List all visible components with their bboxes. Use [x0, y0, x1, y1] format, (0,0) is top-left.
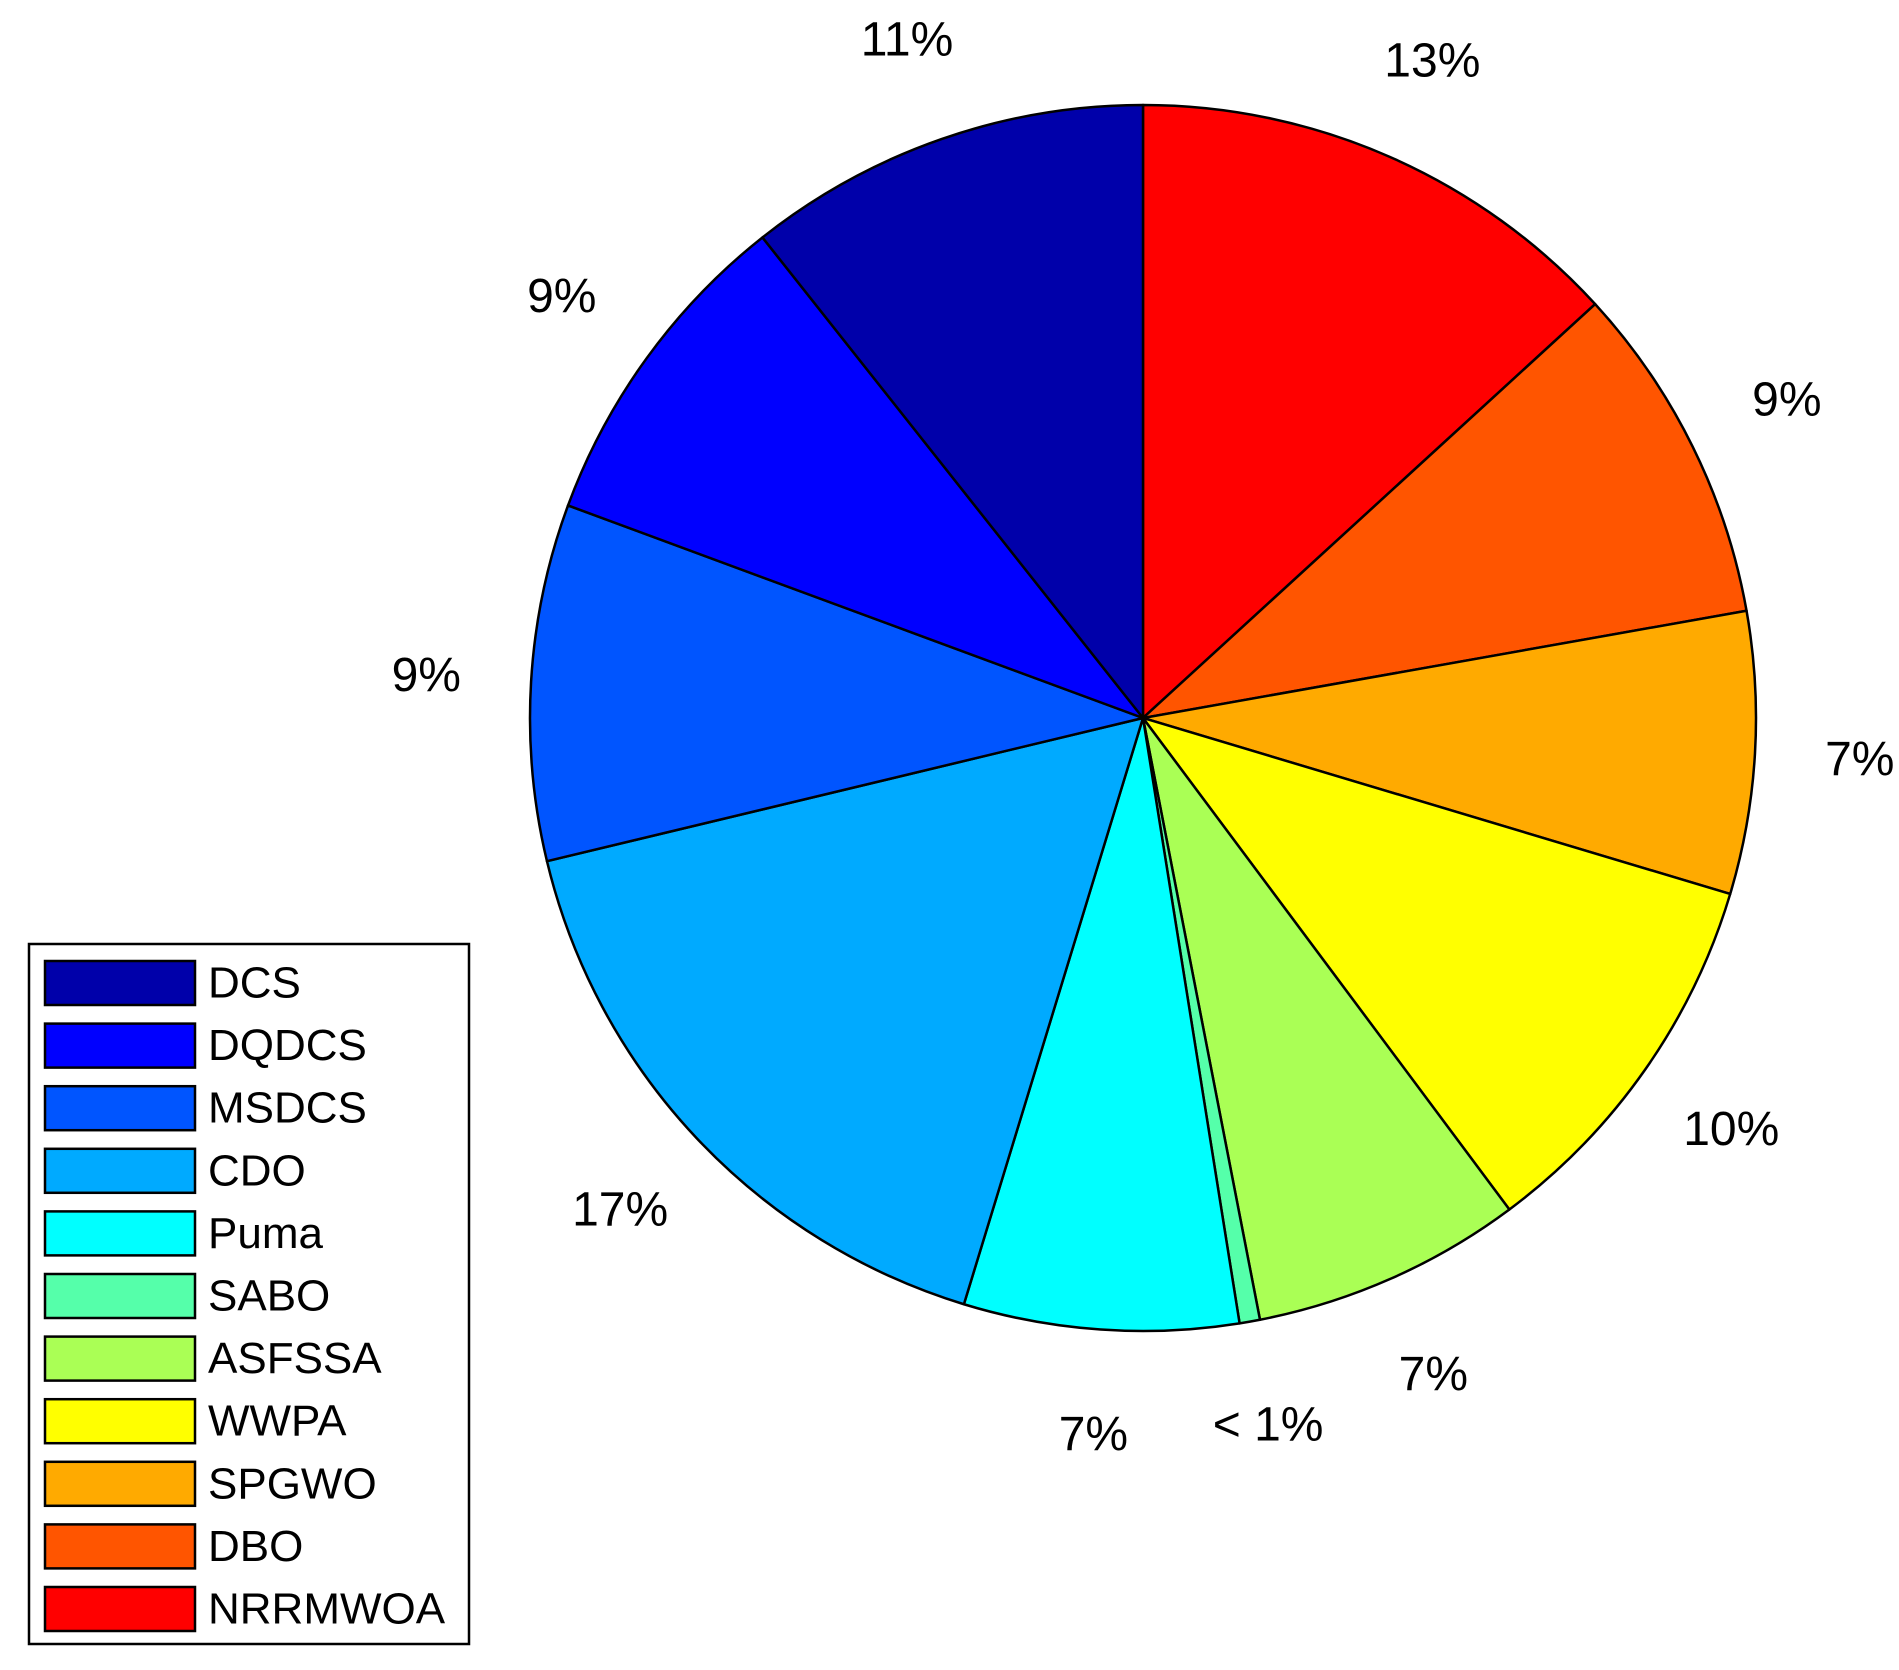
legend-label-cdo: CDO: [208, 1146, 306, 1195]
legend-swatch-asfssa: [43, 1335, 197, 1382]
legend-swatch-wwpa: [43, 1397, 197, 1445]
pie-label-spgwo: 7%: [1825, 733, 1894, 786]
legend-swatch-spgwo: [43, 1460, 197, 1508]
legend-swatch-puma: [43, 1210, 197, 1257]
pie-label-dbo: 9%: [1752, 374, 1821, 427]
legend-swatch-msdcs: [43, 1084, 197, 1132]
pie-label-msdcs: 9%: [392, 649, 461, 702]
legend-swatch-dqdcs: [43, 1022, 197, 1069]
legend-swatch-dcs: [43, 959, 197, 1007]
pie-label-sabo: < 1%: [1213, 1399, 1324, 1452]
pie-slice-wwpa: [1141, 716, 1732, 1211]
pie-slice-msdcs: [528, 504, 1145, 863]
legend-swatch-sabo: [43, 1272, 197, 1320]
pie-slice-cdo: [545, 716, 1145, 1306]
legend-swatch-dbo: [43, 1523, 197, 1570]
pie-label-dcs: 11%: [861, 13, 954, 66]
pie-slice-asfssa: [1141, 716, 1511, 1321]
legend: DCS DQDCS MSDCS CDO Puma SABO ASFSSA WWPA SPGWO D…: [27, 942, 471, 1646]
pie-slice-spgwo: [1141, 609, 1758, 896]
legend-items: DCS DQDCS MSDCS CDO Puma SABO ASFSSA WWPA SPGWO D…: [43, 959, 446, 1634]
pie-label-cdo: 17%: [572, 1184, 668, 1237]
legend-swatch-nrrmwoa: [43, 1585, 197, 1633]
pie-slice-nrrmwoa: [1141, 103, 1597, 720]
legend-label-dbo: DBO: [208, 1522, 303, 1571]
pie-percent-labels: 13% 9% 7% 10% 7% < 1% 7% 17% 9% 9% 11%: [392, 13, 1895, 1460]
legend-label-spgwo: SPGWO: [208, 1459, 377, 1508]
pie-slice-puma: [962, 716, 1241, 1333]
pie-label-asfssa: 7%: [1399, 1348, 1468, 1401]
legend-label-dqdcs: DQDCS: [208, 1021, 367, 1070]
legend-label-dcs: DCS: [208, 959, 301, 1008]
legend-label-puma: Puma: [208, 1209, 323, 1258]
pie-label-dqdcs: 9%: [527, 270, 596, 323]
pie-slice-dbo: [1141, 302, 1748, 720]
legend-label-nrrmwoa: NRRMWOA: [208, 1585, 446, 1634]
pie-label-puma: 7%: [1059, 1408, 1128, 1461]
legend-label-asfssa: ASFSSA: [208, 1334, 382, 1383]
legend-label-wwpa: WWPA: [208, 1397, 347, 1446]
pie-slice-dcs: [761, 103, 1145, 720]
pie-label-nrrmwoa: 13%: [1384, 34, 1480, 87]
pie-slices: [528, 103, 1758, 1333]
legend-label-msdcs: MSDCS: [208, 1084, 367, 1133]
pie-slice-dqdcs: [566, 236, 1145, 720]
legend-swatch-cdo: [43, 1147, 197, 1195]
legend-label-sabo: SABO: [208, 1272, 330, 1321]
pie-label-wwpa: 10%: [1683, 1103, 1779, 1156]
